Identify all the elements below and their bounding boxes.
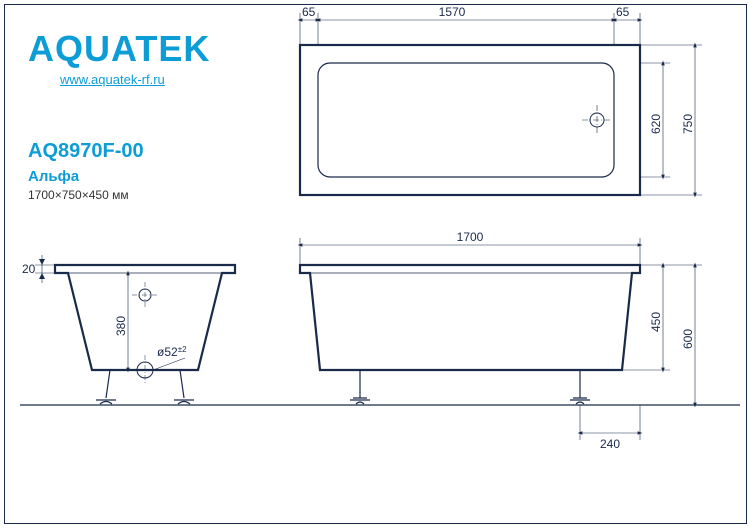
top-view: 65 1570 65 620 750 <box>300 5 702 195</box>
dim-top-margin-right: 65 <box>616 5 630 19</box>
dim-top-inner-height: 620 <box>649 114 663 134</box>
dim-end-rim: 20 <box>22 262 36 276</box>
dim-side-total-h: 600 <box>681 329 695 349</box>
dim-side-length: 1700 <box>457 230 484 244</box>
dim-side-depth: 450 <box>649 312 663 332</box>
dim-end-drain: ø52±2 <box>157 345 187 359</box>
end-view: 20 380 ø52±2 <box>22 255 235 404</box>
dim-side-foot-offset: 240 <box>600 437 620 451</box>
technical-drawing: 65 1570 65 620 750 <box>0 0 751 528</box>
dim-end-depth: 380 <box>114 316 128 336</box>
dim-top-margin-left: 65 <box>302 5 316 19</box>
dim-top-inner-width: 1570 <box>439 5 466 19</box>
dim-top-outer-height: 750 <box>681 114 695 134</box>
